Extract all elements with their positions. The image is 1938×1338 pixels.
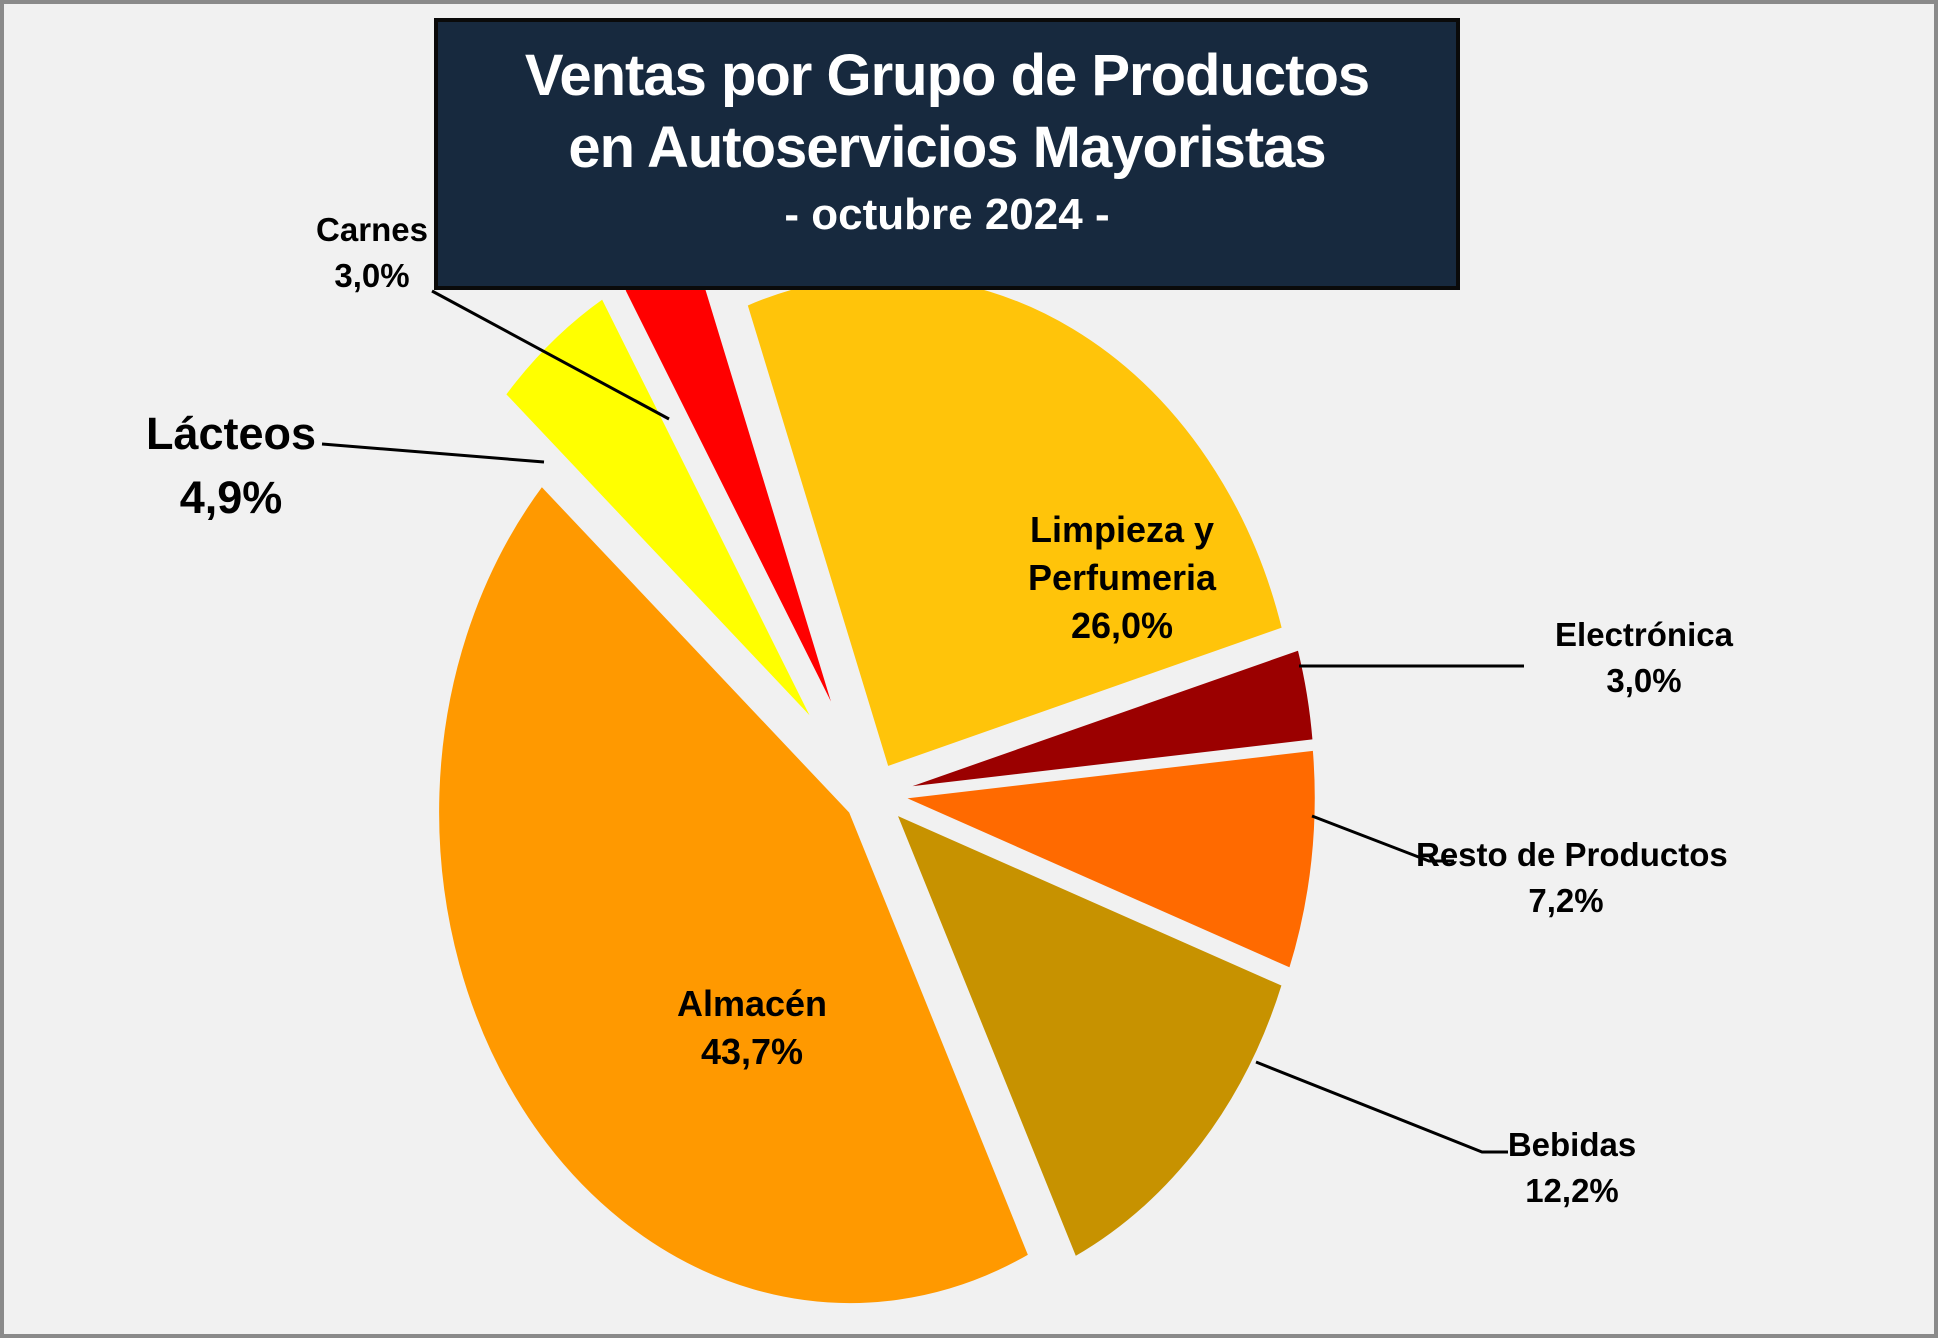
limpieza-label-pct: 26,0%	[1070, 605, 1174, 646]
limpieza-label-name-line1: Limpieza y	[1029, 509, 1215, 550]
resto-label-pct: 7,2%	[1528, 882, 1604, 919]
pie-slice-4-almacen	[437, 484, 1031, 1306]
chart-subtitle: - octubre 2024 -	[784, 190, 1110, 239]
carnes-label: Carnes 3,0%	[272, 207, 472, 299]
almacen-label-pct: 43,7%	[700, 1031, 804, 1072]
electronica-label: Electrónica 3,0%	[1504, 612, 1784, 704]
electronica-label-name: Electrónica	[1555, 616, 1733, 653]
pie-slice-5-lacteos	[503, 296, 815, 722]
almacen-label-name: Almacén	[676, 983, 828, 1024]
leader-line-0	[431, 289, 670, 421]
bebidas-label-name: Bebidas	[1507, 1126, 1637, 1163]
leader-line-3	[1311, 814, 1454, 863]
pie-slice-1-electronica	[903, 648, 1315, 790]
carnes-label-name: Carnes	[316, 211, 428, 248]
carnes-label-pct: 3,0%	[334, 257, 410, 294]
bebidas-label: Bebidas 12,2%	[1452, 1122, 1692, 1214]
limpieza-label: Limpieza y Perfumeria 26,0%	[972, 506, 1272, 650]
resto-label: Resto de Productos 7,2%	[1416, 832, 1728, 924]
chart-title-box: Ventas por Grupo de Productos en Autoser…	[434, 18, 1460, 290]
limpieza-label-name-line2: Perfumeria	[1027, 557, 1217, 598]
lacteos-label-name: Lácteos	[145, 408, 317, 459]
chart-title-line2: en Autoservicios Mayoristas	[568, 115, 1326, 180]
lacteos-label: Lácteos 4,9%	[101, 402, 361, 530]
chart-title-line1: Ventas por Grupo de Productos	[524, 43, 1370, 108]
lacteos-label-pct: 4,9%	[179, 472, 283, 523]
pie-chart	[321, 249, 1524, 1306]
pie-slice-3-bebidas	[894, 812, 1284, 1259]
electronica-label-pct: 3,0%	[1606, 662, 1682, 699]
leader-line-1	[321, 442, 545, 464]
bebidas-label-pct: 12,2%	[1525, 1172, 1619, 1209]
pie-slice-2-resto-de-productos	[900, 748, 1317, 971]
resto-label-name: Resto de Productos	[1416, 836, 1728, 873]
almacen-label: Almacén 43,7%	[622, 980, 882, 1076]
leader-line-4	[1255, 1060, 1508, 1154]
